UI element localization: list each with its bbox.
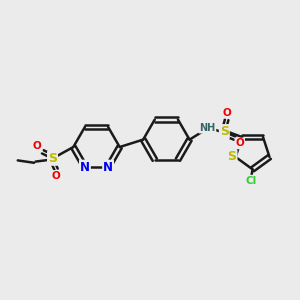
Text: Cl: Cl	[245, 176, 257, 186]
Text: S: S	[227, 151, 236, 164]
Text: NH: NH	[199, 123, 215, 133]
Text: O: O	[33, 141, 42, 152]
Text: N: N	[80, 160, 90, 174]
Text: S: S	[48, 152, 57, 165]
Text: S: S	[220, 125, 229, 138]
Text: O: O	[52, 171, 61, 181]
Text: N: N	[103, 160, 113, 174]
Text: O: O	[236, 139, 244, 148]
Text: O: O	[222, 108, 231, 118]
